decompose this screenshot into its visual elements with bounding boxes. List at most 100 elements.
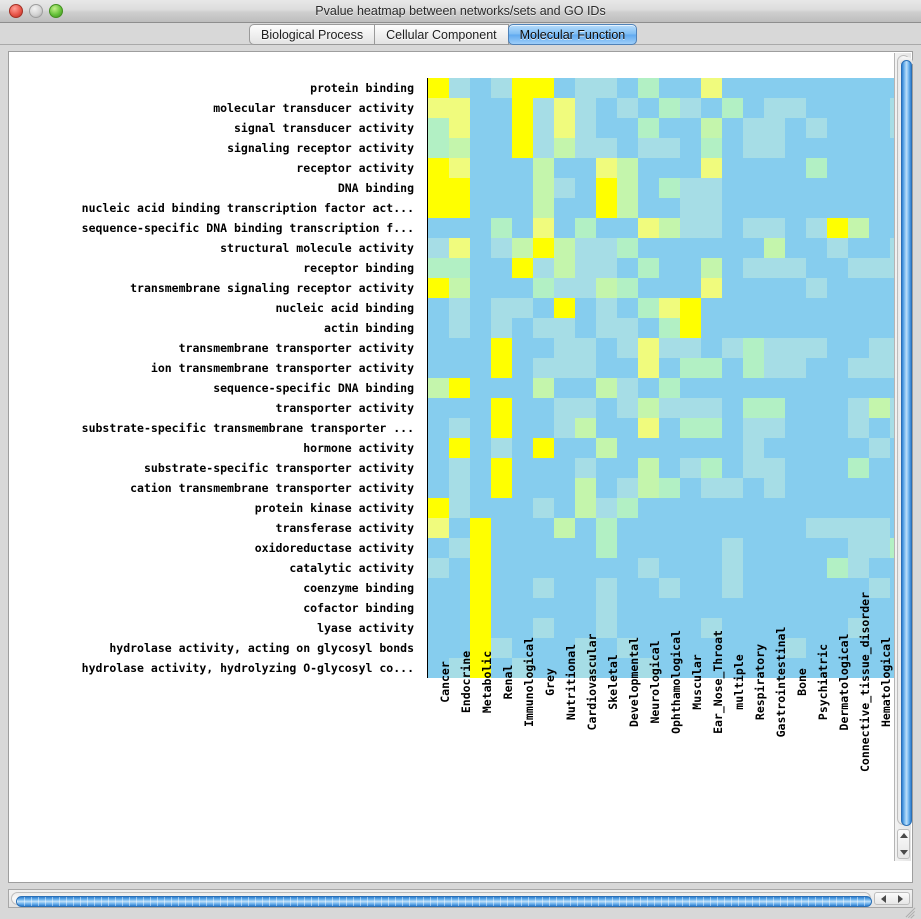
heatmap-cell[interactable] xyxy=(869,558,890,578)
heatmap-cell[interactable] xyxy=(554,618,575,638)
heatmap-cell[interactable] xyxy=(659,518,680,538)
heatmap-cell[interactable] xyxy=(848,138,869,158)
heatmap-cell[interactable] xyxy=(596,598,617,618)
heatmap-cell[interactable] xyxy=(785,618,806,638)
heatmap-cell[interactable] xyxy=(869,98,890,118)
heatmap-cell[interactable] xyxy=(470,338,491,358)
heatmap-cell[interactable] xyxy=(596,578,617,598)
heatmap-cell[interactable] xyxy=(491,118,512,138)
heatmap-cell[interactable] xyxy=(449,338,470,358)
heatmap-cell[interactable] xyxy=(533,218,554,238)
heatmap-cell[interactable] xyxy=(659,138,680,158)
heatmap-cell[interactable] xyxy=(743,598,764,618)
heatmap-cell[interactable] xyxy=(554,378,575,398)
heatmap-cell[interactable] xyxy=(890,318,894,338)
heatmap-cell[interactable] xyxy=(533,158,554,178)
heatmap-cell[interactable] xyxy=(617,438,638,458)
heatmap-cell[interactable] xyxy=(449,238,470,258)
heatmap-cell[interactable] xyxy=(428,78,449,98)
heatmap-cell[interactable] xyxy=(638,178,659,198)
heatmap-cell[interactable] xyxy=(785,198,806,218)
heatmap-cell[interactable] xyxy=(617,538,638,558)
heatmap-cell[interactable] xyxy=(827,378,848,398)
heatmap-cell[interactable] xyxy=(554,318,575,338)
heatmap-cell[interactable] xyxy=(701,158,722,178)
heatmap-cell[interactable] xyxy=(848,278,869,298)
horizontal-scroll-arrows[interactable] xyxy=(874,892,910,905)
heatmap-cell[interactable] xyxy=(848,478,869,498)
heatmap-cell[interactable] xyxy=(785,178,806,198)
heatmap-cell[interactable] xyxy=(596,138,617,158)
heatmap-cell[interactable] xyxy=(743,278,764,298)
heatmap-cell[interactable] xyxy=(449,638,470,658)
heatmap-cell[interactable] xyxy=(701,658,722,678)
heatmap-cell[interactable] xyxy=(764,458,785,478)
heatmap-cell[interactable] xyxy=(869,498,890,518)
heatmap-cell[interactable] xyxy=(680,658,701,678)
heatmap-cell[interactable] xyxy=(827,478,848,498)
heatmap-cell[interactable] xyxy=(890,198,894,218)
heatmap-cell[interactable] xyxy=(848,558,869,578)
heatmap-cell[interactable] xyxy=(617,278,638,298)
heatmap-cell[interactable] xyxy=(890,338,894,358)
heatmap-cell[interactable] xyxy=(848,338,869,358)
heatmap-cell[interactable] xyxy=(617,78,638,98)
heatmap-cell[interactable] xyxy=(680,438,701,458)
heatmap-cell[interactable] xyxy=(743,218,764,238)
heatmap-cell[interactable] xyxy=(428,178,449,198)
heatmap-cell[interactable] xyxy=(743,638,764,658)
heatmap-cell[interactable] xyxy=(701,278,722,298)
heatmap-cell[interactable] xyxy=(680,298,701,318)
heatmap-cell[interactable] xyxy=(764,378,785,398)
heatmap-cell[interactable] xyxy=(659,598,680,618)
heatmap-cell[interactable] xyxy=(722,418,743,438)
heatmap-cell[interactable] xyxy=(785,358,806,378)
heatmap-cell[interactable] xyxy=(848,458,869,478)
heatmap-cell[interactable] xyxy=(869,538,890,558)
heatmap-cell[interactable] xyxy=(596,378,617,398)
heatmap-cell[interactable] xyxy=(449,438,470,458)
heatmap-cell[interactable] xyxy=(659,178,680,198)
heatmap-cell[interactable] xyxy=(512,438,533,458)
heatmap-cell[interactable] xyxy=(617,578,638,598)
heatmap-cell[interactable] xyxy=(449,418,470,438)
minimize-button-icon[interactable] xyxy=(29,4,43,18)
heatmap-cell[interactable] xyxy=(428,518,449,538)
heatmap-cell[interactable] xyxy=(491,598,512,618)
heatmap-cell[interactable] xyxy=(470,518,491,538)
heatmap-cell[interactable] xyxy=(848,578,869,598)
heatmap-cell[interactable] xyxy=(869,238,890,258)
heatmap-cell[interactable] xyxy=(890,418,894,438)
heatmap-cell[interactable] xyxy=(428,418,449,438)
heatmap-cell[interactable] xyxy=(638,118,659,138)
heatmap-cell[interactable] xyxy=(848,498,869,518)
heatmap-cell[interactable] xyxy=(890,78,894,98)
heatmap-cell[interactable] xyxy=(701,378,722,398)
heatmap-cell[interactable] xyxy=(428,238,449,258)
heatmap-cell[interactable] xyxy=(638,478,659,498)
heatmap-cell[interactable] xyxy=(890,598,894,618)
heatmap-cell[interactable] xyxy=(743,98,764,118)
heatmap-cell[interactable] xyxy=(869,518,890,538)
heatmap-cell[interactable] xyxy=(722,518,743,538)
heatmap-cell[interactable] xyxy=(554,338,575,358)
heatmap-cell[interactable] xyxy=(785,318,806,338)
heatmap-cell[interactable] xyxy=(806,458,827,478)
heatmap-cell[interactable] xyxy=(680,238,701,258)
heatmap-cell[interactable] xyxy=(638,618,659,638)
heatmap-cell[interactable] xyxy=(470,378,491,398)
heatmap-cell[interactable] xyxy=(470,538,491,558)
heatmap-cell[interactable] xyxy=(743,458,764,478)
heatmap-cell[interactable] xyxy=(575,258,596,278)
heatmap-cell[interactable] xyxy=(533,458,554,478)
heatmap-cell[interactable] xyxy=(491,658,512,678)
heatmap-cell[interactable] xyxy=(659,338,680,358)
heatmap-cell[interactable] xyxy=(533,98,554,118)
heatmap-cell[interactable] xyxy=(701,498,722,518)
heatmap-cell[interactable] xyxy=(785,138,806,158)
heatmap-cell[interactable] xyxy=(722,118,743,138)
heatmap-cell[interactable] xyxy=(533,318,554,338)
heatmap-cell[interactable] xyxy=(764,278,785,298)
heatmap-cell[interactable] xyxy=(764,358,785,378)
heatmap-cell[interactable] xyxy=(827,398,848,418)
